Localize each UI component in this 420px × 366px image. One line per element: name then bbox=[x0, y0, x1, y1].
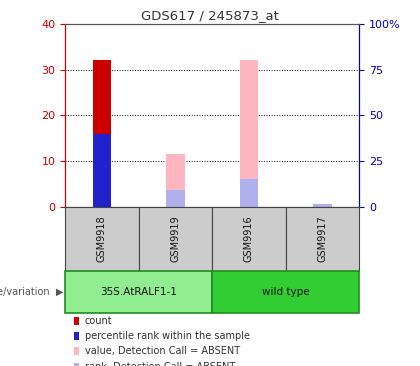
Text: rank, Detection Call = ABSENT: rank, Detection Call = ABSENT bbox=[85, 362, 235, 366]
Bar bbox=[313, 204, 331, 207]
Text: percentile rank within the sample: percentile rank within the sample bbox=[85, 331, 250, 341]
Bar bbox=[93, 60, 111, 207]
Text: count: count bbox=[85, 315, 113, 326]
Bar bbox=[93, 134, 111, 207]
Text: genotype/variation  ▶: genotype/variation ▶ bbox=[0, 287, 63, 297]
Text: value, Detection Call = ABSENT: value, Detection Call = ABSENT bbox=[85, 346, 240, 356]
Text: GSM9918: GSM9918 bbox=[97, 216, 107, 262]
Text: wild type: wild type bbox=[262, 287, 310, 297]
Text: 35S.AtRALF1-1: 35S.AtRALF1-1 bbox=[100, 287, 177, 297]
Bar bbox=[240, 60, 258, 207]
Bar bbox=[166, 154, 184, 207]
Text: GSM9916: GSM9916 bbox=[244, 216, 254, 262]
Text: GDS617 / 245873_at: GDS617 / 245873_at bbox=[141, 9, 279, 22]
Bar bbox=[166, 190, 184, 207]
Text: GSM9917: GSM9917 bbox=[318, 216, 327, 262]
Bar bbox=[240, 179, 258, 207]
Text: GSM9919: GSM9919 bbox=[171, 216, 180, 262]
